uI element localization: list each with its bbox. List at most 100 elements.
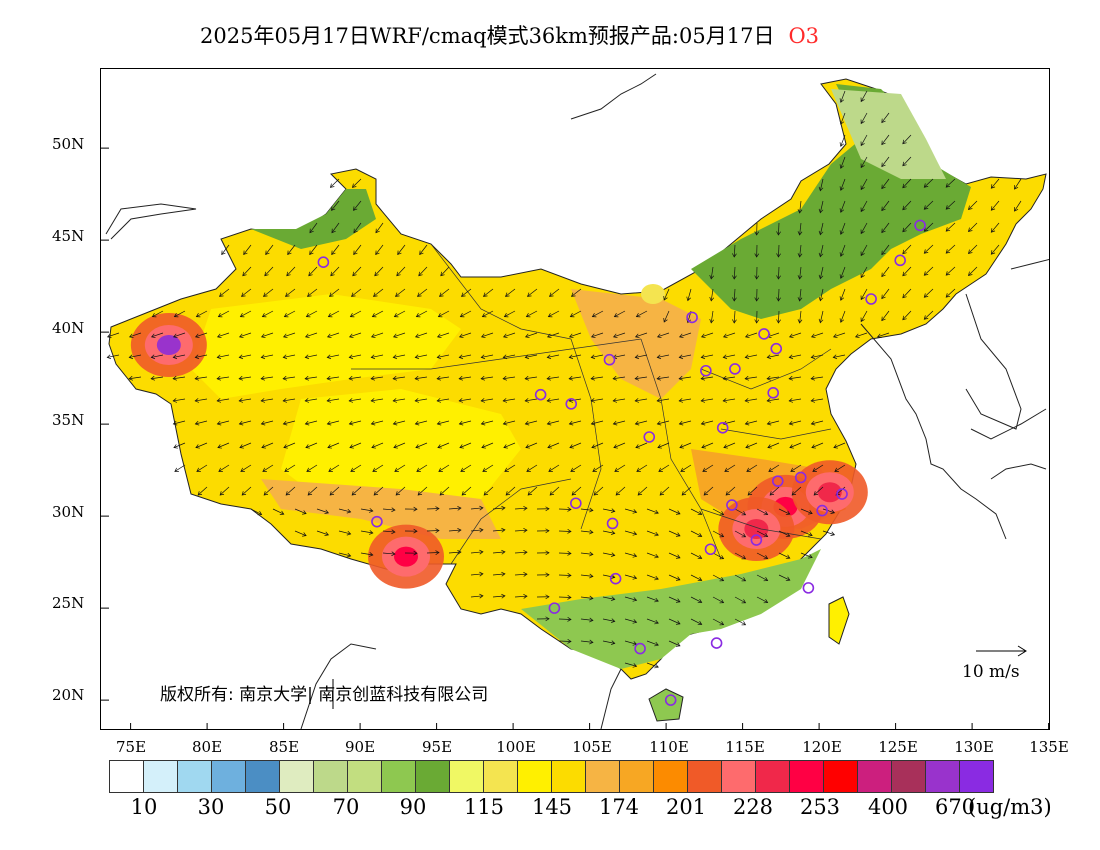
wind-arrowhead xyxy=(808,554,813,559)
wind-arrowhead xyxy=(461,491,467,496)
wind-vector xyxy=(646,552,659,558)
wind-vector xyxy=(591,442,604,448)
wind-vector xyxy=(945,244,956,254)
wind-arrowhead xyxy=(571,491,577,496)
wind-vector xyxy=(294,530,307,536)
wind-vector xyxy=(547,376,560,380)
wind-arrowhead xyxy=(263,292,268,297)
legend-swatch xyxy=(143,760,178,793)
wind-arrowhead xyxy=(593,491,599,496)
wind-vector xyxy=(173,398,186,402)
wind-vector xyxy=(197,486,208,496)
wind-vector xyxy=(924,200,934,210)
wind-arrowhead xyxy=(397,250,402,256)
wind-vector xyxy=(459,376,472,380)
wind-arrowhead xyxy=(610,640,616,646)
wind-vector xyxy=(811,332,824,338)
wind-arrowhead xyxy=(923,249,929,254)
legend-label: 400 xyxy=(867,795,909,819)
wind-arrowhead xyxy=(373,292,378,297)
map-frame[interactable] xyxy=(100,68,1050,730)
wind-arrowhead xyxy=(194,333,200,339)
wind-vector xyxy=(438,310,450,317)
legend-swatch xyxy=(585,760,620,793)
wind-vector xyxy=(659,486,670,496)
wind-vector xyxy=(328,464,340,472)
wind-vector xyxy=(646,662,659,668)
wind-arrowhead xyxy=(282,398,288,403)
wind-vector xyxy=(350,464,362,472)
wind-vector xyxy=(881,112,890,123)
province-boundary xyxy=(430,243,572,340)
wind-arrowhead xyxy=(788,354,794,360)
wind-arrowhead xyxy=(612,420,618,426)
wind-vector xyxy=(1014,200,1022,212)
wind-vector xyxy=(316,508,329,514)
wind-vector xyxy=(261,442,274,448)
wind-vector xyxy=(580,508,593,511)
wind-arrowhead xyxy=(545,616,550,622)
wind-vector xyxy=(840,112,846,125)
wind-arrowhead xyxy=(350,467,355,472)
wind-vector xyxy=(525,420,538,425)
wind-vector xyxy=(415,332,428,338)
wind-arrowhead xyxy=(457,549,462,555)
wind-vector xyxy=(881,288,890,299)
wind-arrowhead xyxy=(1014,185,1019,190)
wind-arrowhead xyxy=(818,252,824,258)
wind-arrowhead xyxy=(902,161,907,167)
wind-vector xyxy=(283,398,296,402)
wind-vector xyxy=(789,398,802,402)
wind-vector xyxy=(151,332,164,338)
wind-vector xyxy=(636,310,648,317)
hotspot-core xyxy=(394,546,418,567)
coastline xyxy=(1010,258,1049,270)
lat-tick: 30N xyxy=(52,503,85,521)
wind-vector xyxy=(902,288,912,299)
wind-arrowhead xyxy=(285,292,290,297)
wind-arrowhead xyxy=(239,313,245,318)
wind-arrowhead xyxy=(854,333,860,339)
wind-vector xyxy=(1014,178,1022,190)
wind-vector xyxy=(327,420,340,425)
wind-vector xyxy=(799,200,802,213)
wind-vector xyxy=(615,486,626,496)
wind-arrowhead xyxy=(392,375,397,381)
wind-arrowhead xyxy=(590,333,596,339)
wind-vector xyxy=(505,486,516,496)
wind-arrowhead xyxy=(881,250,886,256)
wind-vector xyxy=(819,310,824,323)
wind-vector xyxy=(712,574,724,581)
wind-arrowhead xyxy=(353,250,358,256)
wind-vector xyxy=(767,398,780,402)
wind-vector xyxy=(968,244,978,254)
wind-vector xyxy=(690,552,702,559)
wind-arrowhead xyxy=(754,275,760,280)
wind-vector xyxy=(663,310,670,323)
wind-arrowhead xyxy=(216,398,222,403)
wind-vector xyxy=(991,222,1000,233)
wind-vector xyxy=(547,442,560,448)
wind-arrowhead xyxy=(724,467,729,472)
wind-arrowhead xyxy=(657,444,662,449)
lon-tick: 120E xyxy=(802,738,842,756)
wind-arrowhead xyxy=(839,208,845,213)
wind-vector xyxy=(945,200,956,210)
wind-vector xyxy=(860,178,868,190)
wind-arrowhead xyxy=(304,333,310,339)
wind-arrowhead xyxy=(776,319,781,324)
wind-vector xyxy=(701,332,714,338)
wind-arrowhead xyxy=(375,228,380,234)
wind-vector xyxy=(439,288,450,297)
wind-arrowhead xyxy=(589,573,594,579)
wind-vector xyxy=(712,618,724,625)
wind-arrowhead xyxy=(567,528,572,534)
wind-arrowhead xyxy=(568,375,573,381)
wind-arrowhead xyxy=(768,467,773,472)
legend-swatch xyxy=(449,760,484,793)
wind-arrowhead xyxy=(304,354,310,360)
wind-arrowhead xyxy=(351,292,356,297)
province-boundary xyxy=(700,508,822,540)
wind-vector xyxy=(991,178,1000,189)
wind-arrowhead xyxy=(569,444,574,449)
